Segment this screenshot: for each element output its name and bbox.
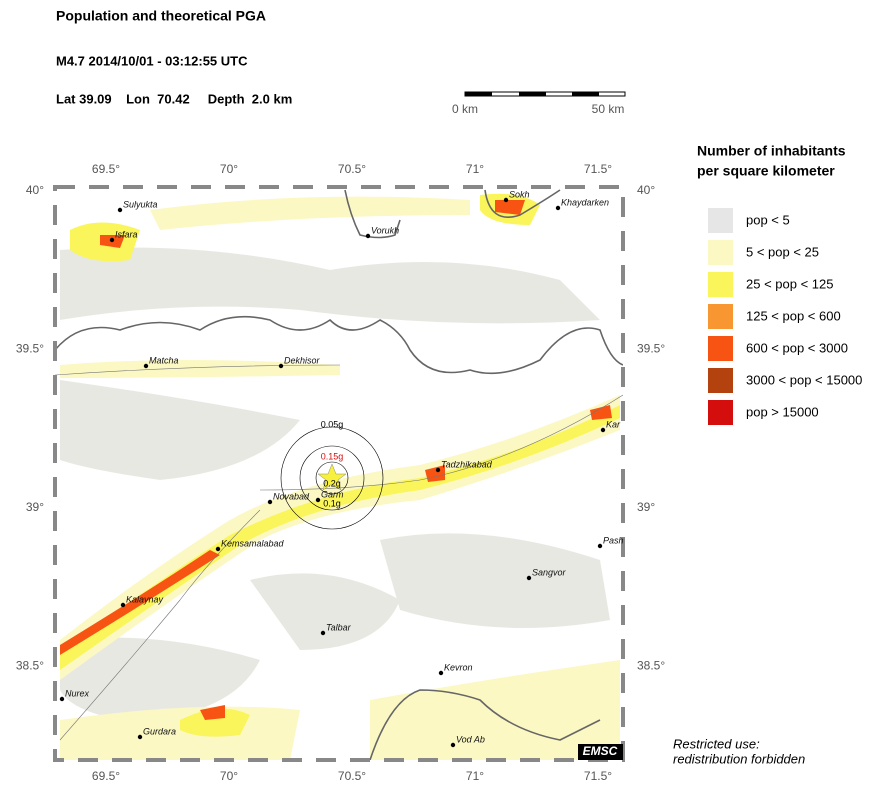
lon-tick-label: 70°	[220, 769, 238, 783]
city-label: Vorukh	[371, 225, 399, 235]
city-label: Novabad	[273, 491, 310, 501]
map: EMSC Sulyukta Isfara Sokh Khaydarken Vorukh M…	[53, 185, 625, 762]
city-label: Talbar	[326, 622, 352, 632]
city-dot	[143, 363, 149, 369]
city-label: Gurdara	[143, 726, 176, 736]
lon-tick-label: 71.5°	[584, 162, 612, 176]
lat-tick-label: 38.5°	[16, 659, 44, 673]
lon-tick-label: 71.5°	[584, 769, 612, 783]
pga-label: 0.15g	[321, 451, 344, 461]
city-label: Vod Ab	[456, 734, 485, 744]
city-dot	[555, 205, 561, 211]
legend-swatch	[708, 304, 733, 329]
legend-swatch	[708, 368, 733, 393]
city-label: Sokh	[509, 189, 530, 199]
legend-label: pop > 15000	[746, 404, 819, 419]
note: redistribution forbidden	[673, 751, 805, 766]
legend-swatch	[708, 208, 733, 233]
legend-swatch	[708, 400, 733, 425]
legend: Number of inhabitants per square kilomet…	[697, 143, 862, 425]
city-label: Dekhisor	[284, 355, 321, 365]
city-label: Sulyukta	[123, 199, 158, 209]
title: Population and theoretical PGA	[56, 8, 266, 24]
legend-label: 5 < pop < 25	[746, 244, 819, 259]
city-dot	[450, 742, 456, 748]
city-label: Kar	[606, 419, 621, 429]
lat-tick-label: 40°	[637, 183, 655, 197]
scale-bar: 0 km 50 km	[452, 91, 626, 116]
city-dot	[215, 546, 221, 552]
legend-label: pop < 5	[746, 212, 790, 227]
city-label: Pash	[603, 535, 624, 545]
city-dot	[526, 575, 532, 581]
city-label: Isfara	[115, 229, 138, 239]
location: Lat 39.09 Lon 70.42 Depth 2.0 km	[56, 91, 292, 106]
legend-swatch	[708, 272, 733, 297]
city-label: Nurex	[65, 688, 90, 698]
legend-label: 3000 < pop < 15000	[746, 372, 862, 387]
legend-label: 25 < pop < 125	[746, 276, 833, 291]
legend-title: per square kilometer	[697, 163, 835, 179]
city-label: Khaydarken	[561, 197, 609, 207]
legend-title: Number of inhabitants	[697, 143, 846, 159]
city-dot	[278, 363, 284, 369]
city-label: Kemsamalabad	[221, 538, 285, 548]
lon-tick-label: 71°	[466, 162, 484, 176]
city-dot	[597, 543, 603, 549]
city-dot	[438, 670, 444, 676]
scale-start: 0 km	[452, 102, 478, 116]
city-dot	[320, 630, 326, 636]
pga-label: 0.1g	[323, 498, 341, 508]
legend-label: 125 < pop < 600	[746, 308, 841, 323]
lon-tick-label: 70°	[220, 162, 238, 176]
lon-tick-label: 69.5°	[92, 769, 120, 783]
city-dot	[59, 696, 65, 702]
lat-tick-label: 39°	[26, 500, 44, 514]
city-label: Tadzhikabad	[441, 459, 493, 469]
legend-swatch	[708, 336, 733, 361]
city-label: Matcha	[149, 355, 179, 365]
legend-swatch	[708, 240, 733, 265]
legend-label: 600 < pop < 3000	[746, 340, 848, 355]
city-dot	[109, 237, 115, 243]
city-dot	[267, 499, 273, 505]
credit: EMSC	[583, 744, 618, 758]
city-label: Garm	[321, 489, 344, 499]
city-label: Kalaynay	[126, 594, 164, 604]
pga-label: 0.2g	[323, 478, 341, 488]
lon-tick-label: 70.5°	[338, 769, 366, 783]
city-dot	[435, 467, 441, 473]
lat-tick-label: 39°	[637, 500, 655, 514]
city-dot	[503, 197, 509, 203]
city-label: Kevron	[444, 662, 473, 672]
lat-tick-label: 39.5°	[16, 342, 44, 356]
city-dot	[120, 602, 126, 608]
city-dot	[365, 233, 371, 239]
lon-tick-label: 70.5°	[338, 162, 366, 176]
city-dot	[600, 427, 606, 433]
city-dot	[315, 497, 321, 503]
city-label: Sangvor	[532, 567, 567, 577]
city-dot	[137, 734, 143, 740]
note: Restricted use:	[673, 736, 760, 751]
city-dot	[117, 207, 123, 213]
lat-tick-label: 40°	[26, 183, 44, 197]
lat-tick-label: 39.5°	[637, 342, 665, 356]
lon-tick-label: 71°	[466, 769, 484, 783]
lat-tick-label: 38.5°	[637, 659, 665, 673]
scale-end: 50 km	[592, 102, 625, 116]
lon-tick-label: 69.5°	[92, 162, 120, 176]
event: M4.7 2014/10/01 - 03:12:55 UTC	[56, 53, 248, 68]
pga-label: 0.05g	[321, 419, 344, 429]
